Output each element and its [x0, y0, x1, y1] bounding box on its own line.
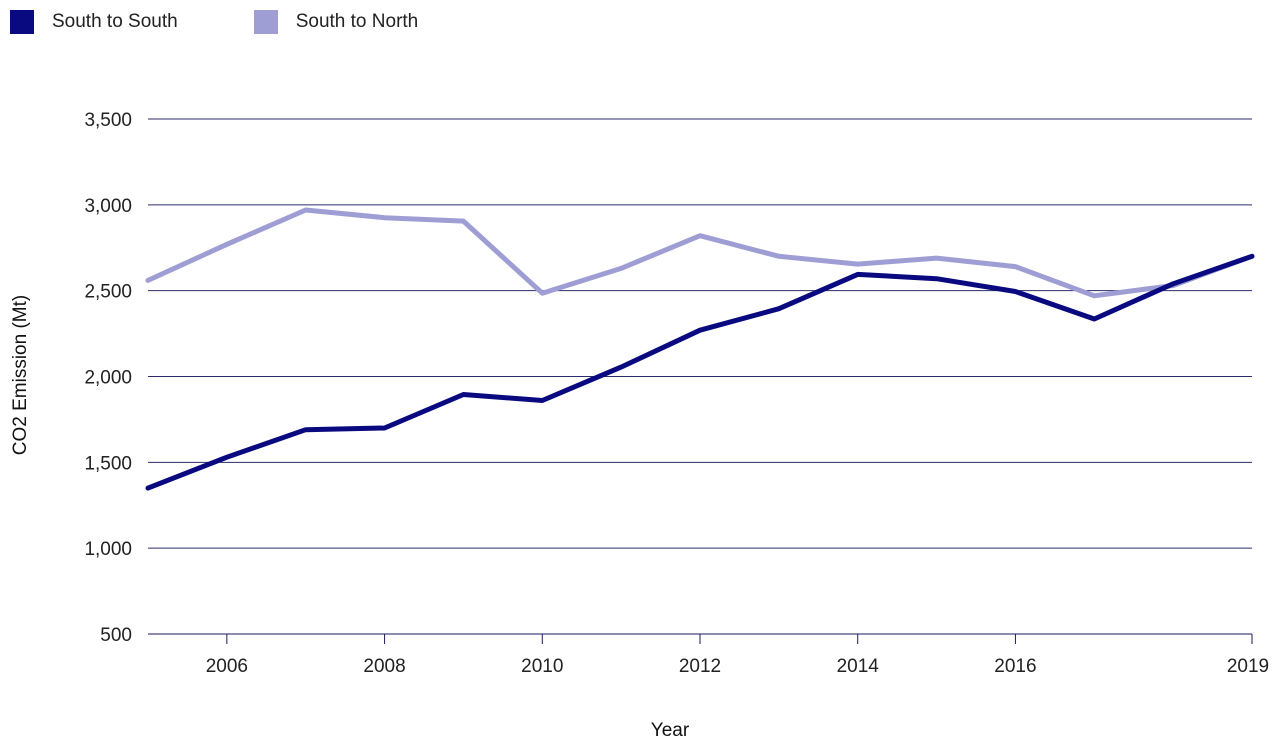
- x-tick-label-2008: 2008: [363, 656, 405, 677]
- y-axis-title: CO2 Emission (Mt): [10, 295, 31, 455]
- y-tick-label-3500: 3,500: [84, 110, 132, 131]
- y-tick-label-500: 500: [100, 625, 132, 646]
- tick-labels: 500 1,000 1,500 2,000 2,500 3,000 3,500 2006 200…: [84, 110, 1269, 677]
- y-tick-label-2000: 2,000: [84, 368, 132, 389]
- series-line-south-to-south: [145, 253, 1255, 491]
- legend-item-south-to-south: South to South: [10, 10, 178, 34]
- x-tick-label-2010: 2010: [521, 656, 563, 677]
- legend-item-south-to-north: South to North: [253, 10, 419, 34]
- y-tick-label-1000: 1,000: [84, 539, 132, 560]
- legend-swatch-south-to-south: [10, 10, 34, 34]
- legend-swatch-south-to-north: [253, 10, 278, 34]
- y-tick-label-2500: 2,500: [84, 282, 132, 303]
- x-tick-label-2019: 2019: [1227, 656, 1269, 677]
- legend-label-south-to-south: South to South: [52, 11, 178, 32]
- y-tick-label-3000: 3,000: [84, 196, 132, 217]
- x-tick-label-2012: 2012: [679, 656, 721, 677]
- series-lines: [145, 207, 1255, 491]
- series-line-south-to-north: [145, 207, 1255, 299]
- legend: South to South South to North: [10, 10, 494, 34]
- x-axis-title: Year: [651, 720, 690, 739]
- x-tick-label-2016: 2016: [994, 656, 1036, 677]
- y-tick-label-1500: 1,500: [84, 453, 132, 474]
- legend-label-south-to-north: South to North: [295, 11, 419, 32]
- x-tick-label-2014: 2014: [837, 656, 880, 677]
- grid-lines: [148, 118, 1252, 635]
- x-axis: [226, 634, 1253, 644]
- x-tick-label-2006: 2006: [206, 656, 248, 677]
